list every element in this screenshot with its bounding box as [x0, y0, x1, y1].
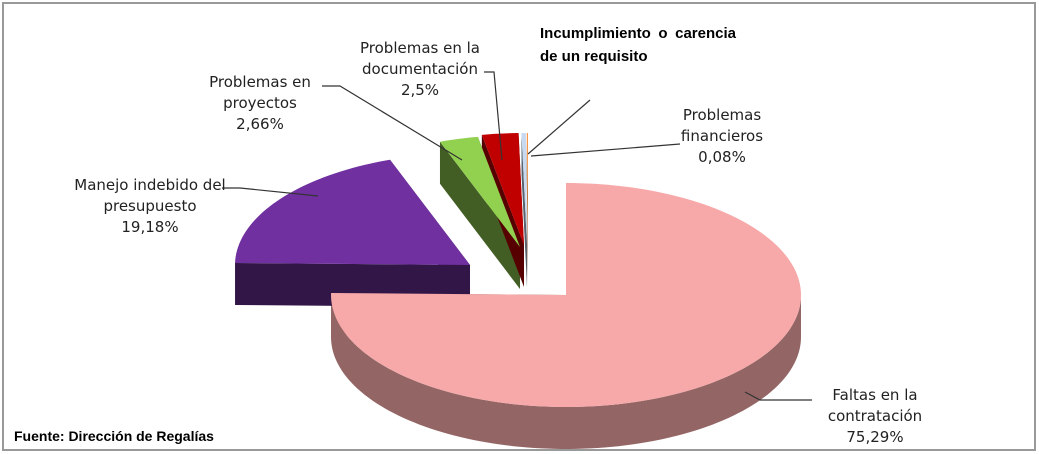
value-label: 75,29%	[846, 428, 904, 446]
value-label: 2,5%	[400, 81, 440, 99]
slice	[521, 133, 527, 245]
value-label: 0,08%	[698, 148, 746, 166]
slice	[235, 159, 470, 265]
slice-wall	[526, 133, 528, 287]
category-label: Problemas en proyectos	[209, 73, 311, 112]
slice-rim	[331, 295, 801, 449]
value-label: 19,18%	[121, 218, 179, 236]
leader-line	[222, 187, 319, 197]
slice	[481, 133, 524, 245]
slice-wall	[439, 141, 520, 289]
category-label: Manejo indebido del presupuesto	[74, 176, 226, 215]
leader-line	[744, 391, 812, 401]
slice-label: Incumplimiento o carencia de un requisit…	[540, 22, 736, 68]
slice	[439, 136, 520, 247]
value-label: 2,66%	[236, 115, 284, 133]
leader-line	[322, 85, 463, 161]
category-label: Faltas en la contratación	[827, 386, 923, 425]
source: Fuente: Dirección de Regalías	[14, 428, 214, 444]
slice	[331, 183, 801, 407]
slice-wall	[521, 133, 527, 287]
leader-line	[484, 71, 503, 161]
leader-lines	[222, 71, 812, 401]
slice-label: Manejo indebido del presupuesto 19,18%	[60, 175, 240, 238]
slice-label: Problemas financieros 0,08%	[662, 105, 782, 168]
pie	[235, 133, 801, 449]
slice	[526, 133, 528, 245]
leader-line	[530, 143, 681, 157]
slice-label: Problemas en proyectos 2,66%	[185, 72, 335, 135]
category-label: Problemas en la documentación	[360, 39, 480, 78]
category-label: Problemas financieros	[680, 106, 764, 145]
slice-label: Problemas en la documentación 2,5%	[340, 38, 500, 101]
category-label: Incumplimiento o carencia de un requisit…	[540, 25, 736, 65]
slice-label: Faltas en la contratación 75,29%	[805, 385, 945, 448]
leader-line	[527, 99, 591, 155]
